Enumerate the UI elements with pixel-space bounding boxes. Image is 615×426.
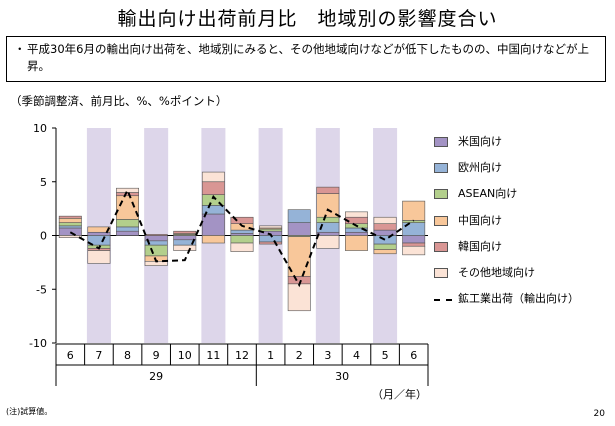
bar-segment	[116, 187, 139, 193]
bar-segment	[316, 231, 340, 236]
legend-swatch	[434, 267, 448, 278]
y-tick-label: 5	[40, 176, 47, 189]
legend-swatch	[434, 241, 448, 252]
x-tick-label: 6	[410, 349, 417, 362]
bar-segment	[230, 216, 254, 224]
x-tick-label: 7	[95, 349, 102, 362]
bar-segment	[173, 244, 197, 251]
bar-segment	[316, 216, 340, 223]
bar-segment	[259, 225, 283, 229]
summary-text: 平成30年6月の輸出向け出荷を、地域別にみると、その他地域向けなどが低下したもの…	[27, 42, 589, 73]
bar-segment	[402, 235, 426, 244]
y-tick-label: 10	[33, 122, 47, 135]
bar-segment	[259, 241, 283, 245]
legend-swatch	[434, 137, 448, 147]
bar-layer	[58, 171, 426, 312]
bar-segment	[201, 171, 225, 183]
bar-segment	[116, 230, 139, 236]
bar-segment	[402, 200, 426, 221]
x-tick-label: 6	[67, 349, 74, 362]
x-tick-label: 4	[353, 349, 360, 362]
bar-segment	[201, 235, 225, 244]
bar-segment	[201, 213, 225, 236]
bar-segment	[287, 209, 311, 223]
x-unit-label: （月／年）	[372, 387, 427, 401]
bar-segment	[402, 242, 426, 247]
y-tick-label: -10	[29, 337, 47, 350]
legend-line-swatch	[434, 299, 452, 302]
bar-segment	[259, 235, 283, 243]
bar-segment	[230, 242, 254, 252]
bar-segment	[87, 250, 111, 264]
legend-swatch	[434, 163, 448, 174]
series-line-shipments	[69, 187, 415, 288]
bar-segment	[316, 186, 340, 194]
summary-box: ・ 平成30年6月の輸出向け出荷を、地域別にみると、その他地域向けなどが低下した…	[6, 36, 606, 82]
x-tick-label: 3	[324, 349, 331, 362]
bar-segment	[230, 229, 254, 234]
x-tick-label: 5	[382, 349, 389, 362]
bar-segment	[259, 228, 283, 232]
legend-label: ASEAN向け	[458, 187, 518, 201]
bar-segment	[287, 222, 311, 236]
bar-segment	[345, 211, 368, 218]
bar-segment	[144, 234, 168, 236]
bar-segment	[87, 226, 111, 233]
bar-segment	[402, 245, 426, 256]
y-tick-label: -5	[36, 283, 47, 296]
bar-segment	[116, 195, 139, 220]
bar-segment	[345, 235, 368, 251]
page-number: 20	[593, 409, 605, 419]
summary-bullet: ・	[14, 42, 26, 56]
bar-segment	[116, 219, 139, 228]
bar-segment	[373, 249, 397, 255]
legend-label: その他地域向け	[458, 265, 535, 279]
bar-segment	[173, 235, 197, 241]
bar-segment	[230, 235, 254, 244]
unit-label: （季節調整済、前月比、%、%ポイント）	[10, 94, 228, 108]
legend-swatch	[434, 189, 448, 200]
bar-segment	[144, 244, 168, 257]
x-tick-label: 9	[153, 349, 160, 362]
bar-segment	[116, 226, 139, 232]
bar-segment	[373, 243, 397, 250]
bar-segment	[58, 235, 82, 238]
bar-segment	[173, 230, 197, 234]
bar-segment	[373, 216, 397, 224]
year-label: 30	[335, 370, 349, 383]
bar-segment	[58, 222, 82, 227]
page-title: 輸出向け出荷前月比 地域別の影響度合い	[117, 8, 498, 30]
footnote: (注)試算値。	[6, 407, 53, 416]
year-label: 29	[149, 370, 163, 383]
bar-segment	[201, 181, 225, 195]
bar-segment	[287, 283, 311, 312]
x-tick-label: 8	[124, 349, 131, 362]
x-tick-label: 2	[296, 349, 303, 362]
legend-label: 韓国向け	[458, 239, 502, 253]
bar-segment	[345, 231, 368, 236]
bar-segment	[58, 215, 82, 219]
legend-label: 鉱工業出荷（輸出向け）	[458, 292, 579, 306]
legend-label: 米国向け	[458, 135, 502, 148]
legend-swatch	[434, 215, 448, 226]
bar-segment	[373, 223, 397, 231]
x-tick-label: 10	[178, 349, 192, 362]
x-tick-label: 11	[206, 349, 220, 362]
bar-segment	[230, 233, 254, 236]
bar-segment	[58, 225, 82, 229]
bar-segment	[373, 235, 397, 245]
x-tick-label: 12	[235, 349, 249, 362]
legend-label: 欧州向け	[458, 161, 502, 175]
y-tick-label: 0	[40, 230, 47, 243]
bar-segment	[58, 218, 82, 223]
bar-segment	[316, 235, 340, 249]
line-layer	[69, 187, 415, 288]
bar-segment	[58, 227, 82, 236]
x-tick-label: 1	[267, 349, 274, 362]
legend-label: 中国向け	[458, 213, 502, 227]
